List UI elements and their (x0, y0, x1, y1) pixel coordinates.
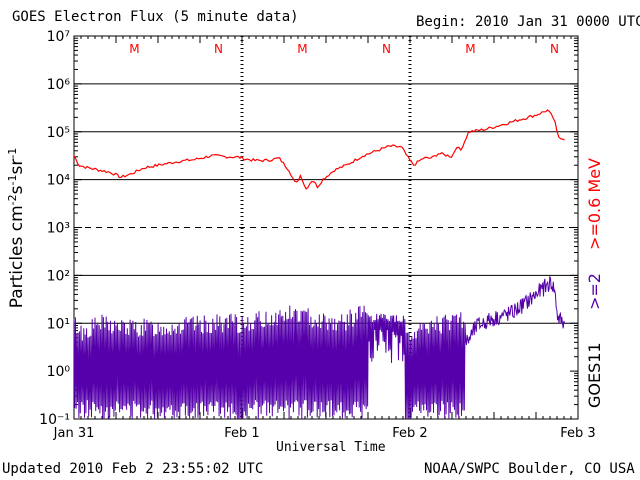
local-time-marker: M (297, 42, 307, 56)
chart-title: GOES Electron Flux (5 minute data) (12, 9, 299, 25)
right-label-low-energy: >=2 (585, 273, 604, 310)
x-tick-label: Feb 2 (392, 426, 427, 441)
x-tick-label: Feb 1 (224, 426, 259, 441)
right-label-satellite: GOES11 (585, 342, 604, 408)
y-tick-label: 10⁻¹ (39, 412, 70, 428)
local-time-marker: N (214, 42, 223, 56)
right-label-high-energy: >=0.6 MeV (585, 158, 604, 250)
y-tick-label: 10⁶ (47, 77, 71, 93)
local-time-marker: N (382, 42, 391, 56)
x-tick-label: Jan 31 (53, 426, 95, 441)
y-tick-label: 10³ (47, 221, 70, 237)
y-axis-label: Particles cm-2s-1sr-1 (6, 148, 28, 309)
y-tick-label: 10⁴ (47, 173, 71, 189)
begin-date: Begin: 2010 Jan 31 0000 UTC (416, 14, 640, 30)
series-line-high-energy (73, 109, 565, 190)
y-tick-label: 10² (47, 268, 70, 284)
y-tick-label: 10⁵ (47, 125, 70, 141)
local-time-marker: M (129, 42, 139, 56)
local-time-marker: M (465, 42, 475, 56)
credit-text: NOAA/SWPC Boulder, CO USA (424, 461, 635, 477)
y-tick-label: 10⁷ (47, 29, 70, 45)
series-line-low-energy (73, 275, 566, 420)
y-tick-label: 10¹ (47, 316, 70, 332)
local-time-marker: N (550, 42, 559, 56)
y-tick-label: 10⁰ (47, 364, 71, 380)
x-tick-label: Feb 3 (560, 426, 595, 441)
updated-timestamp: Updated 2010 Feb 2 23:55:02 UTC (2, 461, 264, 477)
x-axis-label: Universal Time (276, 440, 386, 455)
